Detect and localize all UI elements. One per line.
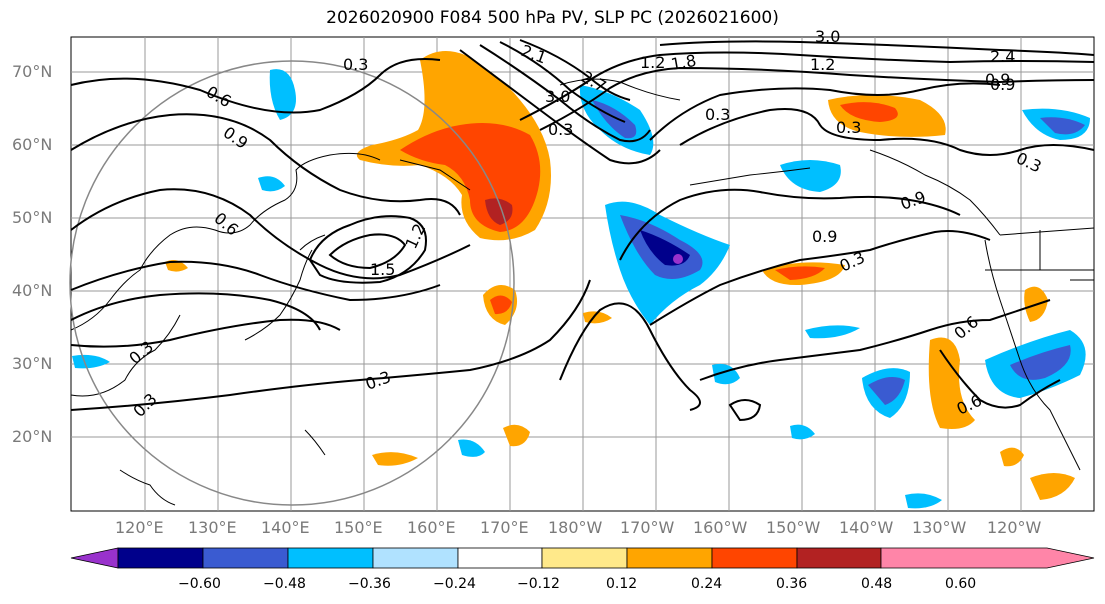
lat-label: 30°N xyxy=(12,354,53,373)
contour-label: 0.3 xyxy=(705,105,730,124)
colorbar-segment xyxy=(626,547,713,569)
colorbar-tick-label: −0.36 xyxy=(348,576,391,592)
contour-label: 0.3 xyxy=(548,120,573,139)
lon-label: 180°W xyxy=(548,518,603,537)
lon-label: 130°W xyxy=(912,518,967,537)
lon-label: 170°E xyxy=(480,518,529,537)
colorbar-tick-label: −0.12 xyxy=(517,576,560,592)
pv-shading xyxy=(72,51,1090,509)
contour-label: 3.0 xyxy=(815,27,840,46)
contour-label: 0.9 xyxy=(985,70,1010,89)
pv-positive-small-2 xyxy=(372,452,418,466)
pv-negative-small-1 xyxy=(805,325,860,339)
colorbar-segment xyxy=(541,547,628,569)
lat-label: 20°N xyxy=(12,427,53,446)
colorbar-tick-label: 0.60 xyxy=(945,576,977,592)
contour-label: 1.2 xyxy=(640,53,665,72)
contour-label: 0.3 xyxy=(836,118,861,137)
pv-positive-east-3 xyxy=(1030,473,1075,500)
coastlines xyxy=(70,78,1095,506)
lon-label: 170°W xyxy=(620,518,675,537)
pv-negative-small-4 xyxy=(258,176,285,192)
contour-label: 0.9 xyxy=(990,75,1015,94)
pv-negative-north xyxy=(269,69,296,120)
colorbar-tick-label: 0.24 xyxy=(691,576,723,592)
contour-label: 1.5 xyxy=(370,260,395,279)
contour-label: 0.3 xyxy=(343,55,368,74)
colorbar-tick-label: −0.60 xyxy=(178,576,221,592)
colorbar-tick-label: −0.24 xyxy=(433,576,476,592)
pv-negative-sub-mid-core xyxy=(868,376,905,405)
contour-label: 1.8 xyxy=(669,51,697,74)
lon-label: 120°W xyxy=(987,518,1042,537)
lat-label: 50°N xyxy=(12,208,53,227)
contour-label: 0.9 xyxy=(812,227,837,246)
colorbar-extend-high xyxy=(880,547,1095,569)
pv-positive-east-4 xyxy=(1000,447,1024,467)
pv-positive-kamchatka-max xyxy=(485,198,513,225)
pv-negative-east xyxy=(780,160,841,192)
colorbar-segment xyxy=(117,547,204,569)
pv-negative-small-5 xyxy=(72,354,110,369)
pv-negative-small-7 xyxy=(905,493,942,509)
pv-negative-sub-east-core xyxy=(1010,345,1071,380)
pv-positive-small-1 xyxy=(503,424,530,447)
colorbar-segment xyxy=(457,547,543,569)
colorbar-segment xyxy=(202,547,289,569)
colorbar-extend-low xyxy=(70,547,119,569)
map-title: 2026020900 F084 500 hPa PV, SLP PC (2026… xyxy=(326,8,779,28)
pv-negative-small-3 xyxy=(458,439,485,457)
colorbar-tick-label: −0.48 xyxy=(263,576,306,592)
pv-negative-small-6 xyxy=(790,424,815,440)
contour-label: 2.4 xyxy=(990,47,1015,66)
colorbar-tick-label: 0.48 xyxy=(861,576,893,592)
pv-positive-japan-core xyxy=(490,295,512,315)
lon-label: 150°W xyxy=(766,518,821,537)
lon-label: 160°E xyxy=(407,518,456,537)
pv-positive-midpac-core xyxy=(775,266,825,280)
lon-label: 160°W xyxy=(693,518,748,537)
pv-negative-north-2-core xyxy=(592,100,637,139)
lat-label: 60°N xyxy=(12,135,53,154)
contour-label: 1.2 xyxy=(810,55,835,74)
contour-label: 3.0 xyxy=(545,87,570,106)
lon-label: 120°E xyxy=(115,518,164,537)
colorbar-segment xyxy=(711,547,798,569)
lon-label: 140°W xyxy=(839,518,894,537)
pv-negative-ne-core xyxy=(1040,117,1085,135)
lat-label: 40°N xyxy=(12,281,53,300)
pv-positive-east xyxy=(928,337,975,429)
lon-label: 140°E xyxy=(261,518,310,537)
range-circle xyxy=(69,60,515,506)
colorbar-segment xyxy=(796,547,882,569)
lon-label: 150°E xyxy=(334,518,383,537)
colorbar-segment xyxy=(287,547,374,569)
colorbar xyxy=(70,547,1095,569)
lat-label: 70°N xyxy=(12,62,53,81)
colorbar-segment xyxy=(372,547,459,569)
lon-label: 130°E xyxy=(188,518,237,537)
pv-positive-alaska-core xyxy=(840,102,898,122)
pv-negative-central-peak xyxy=(673,254,683,264)
colorbar-tick-label: 0.36 xyxy=(776,576,808,592)
slp-contours xyxy=(70,39,1095,422)
colorbar-tick-label: 0.12 xyxy=(606,576,638,592)
